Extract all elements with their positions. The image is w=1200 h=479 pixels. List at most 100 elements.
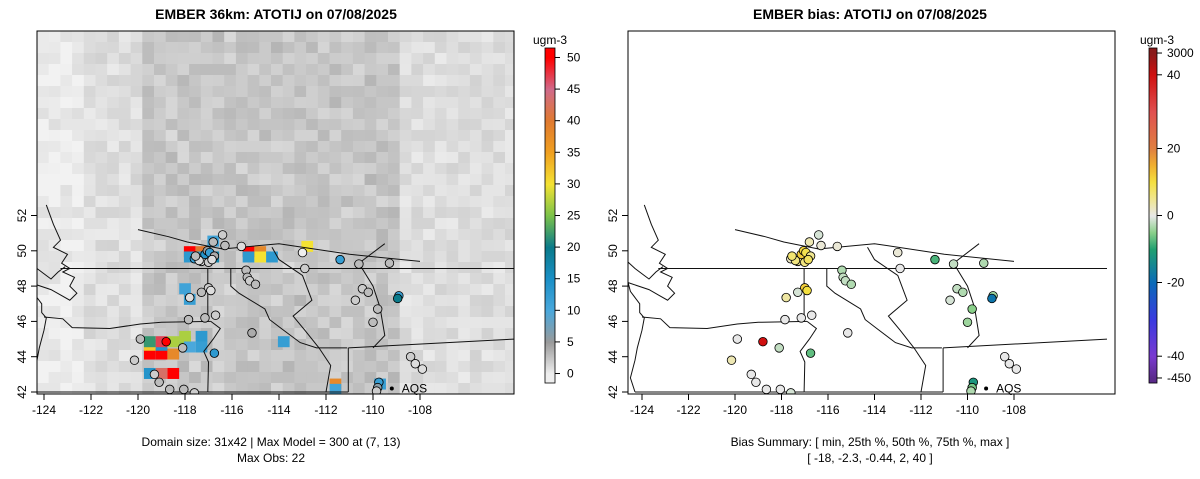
grid-cell	[388, 251, 401, 263]
grid-cell	[352, 372, 366, 384]
grid-cell	[294, 295, 307, 307]
left-legend-unit: ugm-3	[533, 33, 567, 47]
grid-cell	[212, 75, 225, 87]
bias-point	[893, 247, 903, 258]
heatmap-cell	[266, 251, 278, 263]
grid-cell	[224, 306, 237, 318]
colorbar-band	[1149, 238, 1157, 240]
grid-cell	[446, 284, 459, 296]
grid-cell	[130, 130, 143, 142]
grid-cell	[83, 42, 96, 54]
colorbar-band	[545, 294, 555, 296]
colorbar-band	[545, 84, 555, 86]
grid-cell	[72, 42, 85, 54]
grid-cell	[399, 306, 412, 318]
grid-cell	[329, 75, 342, 87]
grid-cell	[107, 163, 120, 175]
grid-cell	[83, 251, 96, 263]
grid-cell	[107, 317, 120, 329]
colorbar-band	[545, 119, 555, 121]
bias-point	[1000, 352, 1010, 362]
colorbar-band	[545, 185, 555, 187]
grid-cell	[364, 108, 377, 120]
grid-cell	[376, 372, 389, 384]
grid-cell	[423, 284, 436, 296]
grid-cell	[294, 383, 307, 394]
grid-cell	[294, 86, 307, 98]
colorbar-band	[545, 302, 555, 304]
colorbar-band	[1149, 50, 1157, 52]
grid-cell	[95, 295, 108, 307]
colorbar-band	[1149, 225, 1157, 227]
grid-cell	[364, 295, 377, 307]
colorbar-band	[545, 201, 555, 203]
colorbar-tick-label: 3000	[1167, 46, 1194, 60]
colorbar-band	[1149, 294, 1157, 296]
grid-cell	[352, 273, 366, 285]
colorbar-band	[545, 69, 555, 71]
colorbar-band	[1149, 112, 1157, 114]
grid-cell	[458, 119, 471, 131]
grid-cell	[411, 339, 424, 351]
grid-cell	[341, 328, 354, 340]
colorbar-band	[545, 66, 555, 68]
grid-cell	[142, 31, 155, 43]
grid-cell	[60, 130, 73, 142]
grid-cell	[177, 196, 190, 208]
grid-cell	[154, 196, 167, 208]
grid-cell	[235, 218, 249, 230]
grid-cell	[130, 185, 143, 197]
grid-cell	[271, 108, 284, 120]
grid-cell	[130, 141, 143, 153]
grid-cell	[329, 31, 342, 43]
colorbar-band	[545, 202, 555, 204]
colorbar-band	[1149, 224, 1157, 226]
colorbar-band	[545, 229, 555, 231]
grid-cell	[458, 361, 471, 373]
colorbar-band	[1149, 229, 1157, 231]
grid-cell	[505, 350, 514, 362]
colorbar-band	[1149, 167, 1157, 169]
grid-cell	[154, 64, 167, 76]
grid-cell	[493, 185, 506, 197]
grid-cell	[95, 64, 108, 76]
colorbar-band	[545, 265, 555, 267]
grid-cell	[200, 75, 213, 87]
colorbar-band	[545, 312, 555, 314]
colorbar-band	[1149, 222, 1157, 224]
colorbar-band	[1149, 195, 1157, 197]
grid-cell	[224, 130, 237, 142]
colorbar-band	[1149, 243, 1157, 245]
left-caption-line1: Domain size: 31x42 | Max Model = 300 at …	[142, 435, 401, 449]
observation-point	[354, 259, 364, 269]
colorbar-band	[1149, 78, 1157, 80]
colorbar-band	[545, 103, 555, 105]
grid-cell	[505, 306, 514, 318]
grid-cell	[235, 152, 249, 164]
grid-cell	[399, 207, 412, 219]
colorbar-band	[1149, 257, 1157, 259]
colorbar-band	[545, 248, 555, 250]
bias-point	[758, 336, 768, 347]
colorbar-band	[1149, 220, 1157, 222]
grid-cell	[154, 97, 167, 109]
grid-cell	[481, 240, 494, 252]
grid-cell	[282, 42, 295, 54]
grid-cell	[306, 75, 319, 87]
grid-cell	[505, 240, 514, 252]
grid-cell	[72, 317, 85, 329]
colorbar-band	[545, 306, 555, 308]
colorbar-band	[545, 263, 555, 265]
grid-cell	[493, 75, 506, 87]
grid-cell	[317, 284, 330, 296]
grid-cell	[130, 295, 143, 307]
grid-cell	[189, 119, 202, 131]
grid-cell	[282, 306, 295, 318]
grid-cell	[259, 31, 272, 43]
colorbar-band	[545, 255, 555, 257]
colorbar-band	[545, 100, 555, 102]
grid-cell	[388, 273, 401, 285]
colorbar-band	[545, 345, 555, 347]
right-y-tick-label: 50	[606, 244, 620, 258]
grid-cell	[48, 218, 61, 230]
